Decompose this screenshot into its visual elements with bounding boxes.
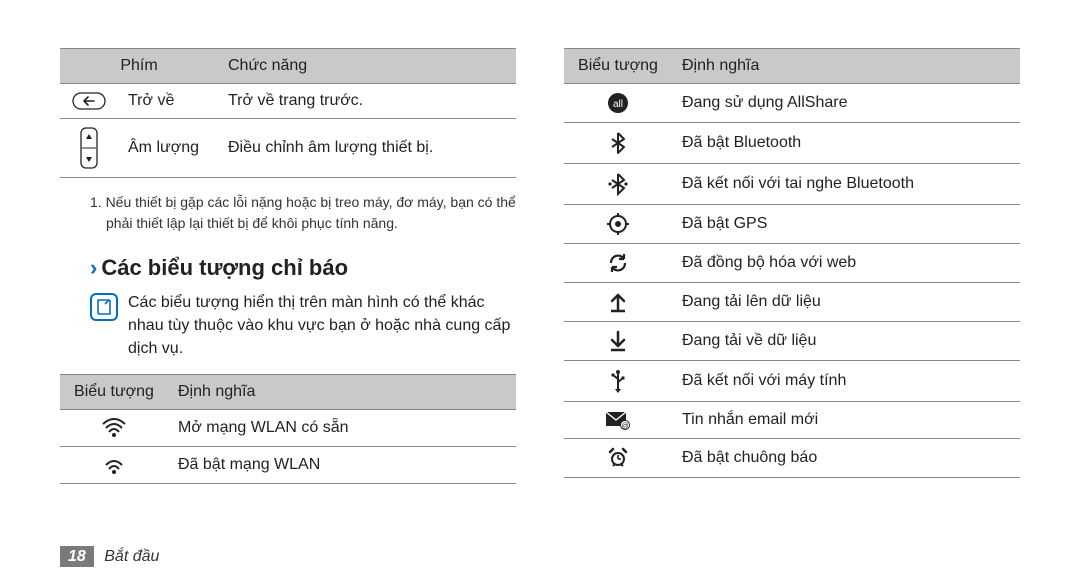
icon-def: Đã bật GPS bbox=[672, 205, 1020, 244]
table-row: @ Tin nhắn email mới bbox=[564, 402, 1020, 439]
icons-header-def: Định nghĩa bbox=[168, 375, 516, 410]
icon-def: Mở mạng WLAN có sẵn bbox=[168, 410, 516, 447]
icons-header-icon: Biểu tượng bbox=[60, 375, 168, 410]
bt-headset-icon bbox=[564, 164, 672, 205]
sync-icon bbox=[564, 244, 672, 283]
upload-icon bbox=[564, 283, 672, 322]
table-row: Đã bật mạng WLAN bbox=[60, 447, 516, 484]
icon-def: Đang sử dụng AllShare bbox=[672, 84, 1020, 123]
note: Các biểu tượng hiển thị trên màn hình có… bbox=[90, 291, 516, 361]
download-icon bbox=[564, 322, 672, 361]
footnote: 1. Nếu thiết bị gặp các lỗi nặng hoặc bị… bbox=[90, 192, 516, 233]
icon-def: Đã bật Bluetooth bbox=[672, 123, 1020, 164]
table-row: Đang tải lên dữ liệu bbox=[564, 283, 1020, 322]
icon-def: Đã bật chuông báo bbox=[672, 439, 1020, 478]
section-title: ›Các biểu tượng chỉ báo bbox=[90, 255, 516, 281]
icon-def: Đã kết nối với máy tính bbox=[672, 361, 1020, 402]
keys-header-func: Chức năng bbox=[218, 49, 516, 84]
icon-def: Đã bật mạng WLAN bbox=[168, 447, 516, 484]
left-column: Phím Chức năng Trở về Trở về trang trước… bbox=[60, 48, 516, 484]
page-footer: 18 Bắt đầu bbox=[60, 548, 159, 566]
icon-def: Đang tải về dữ liệu bbox=[672, 322, 1020, 361]
key-label: Trở về bbox=[118, 84, 218, 119]
table-row: Đang tải về dữ liệu bbox=[564, 322, 1020, 361]
svg-text:@: @ bbox=[621, 423, 628, 430]
note-icon bbox=[90, 293, 118, 321]
table-row: Âm lượng Điều chỉnh âm lượng thiết bị. bbox=[60, 119, 516, 178]
page-number: 18 bbox=[60, 546, 94, 567]
chevron-icon: › bbox=[90, 255, 97, 280]
page-content: Phím Chức năng Trở về Trở về trang trước… bbox=[0, 0, 1080, 484]
table-row: all Đang sử dụng AllShare bbox=[564, 84, 1020, 123]
table-row: Đã bật GPS bbox=[564, 205, 1020, 244]
back-key-icon bbox=[60, 84, 118, 119]
wifi-open-icon bbox=[60, 410, 168, 447]
right-column: Biểu tượng Định nghĩa all Đang sử dụng A… bbox=[564, 48, 1020, 484]
gps-icon bbox=[564, 205, 672, 244]
alarm-icon bbox=[564, 439, 672, 478]
email-new-icon: @ bbox=[564, 402, 672, 439]
key-func: Trở về trang trước. bbox=[218, 84, 516, 119]
volume-key-icon bbox=[60, 119, 118, 178]
icon-def: Đã kết nối với tai nghe Bluetooth bbox=[672, 164, 1020, 205]
table-row: Trở về Trở về trang trước. bbox=[60, 84, 516, 119]
keys-header-phim: Phím bbox=[60, 49, 218, 84]
keys-table: Phím Chức năng Trở về Trở về trang trước… bbox=[60, 48, 516, 178]
table-row: Đã đồng bộ hóa với web bbox=[564, 244, 1020, 283]
svg-text:all: all bbox=[613, 99, 623, 110]
note-text: Các biểu tượng hiển thị trên màn hình có… bbox=[128, 291, 516, 361]
icons-header-icon: Biểu tượng bbox=[564, 49, 672, 84]
key-label: Âm lượng bbox=[118, 119, 218, 178]
icon-def: Đã đồng bộ hóa với web bbox=[672, 244, 1020, 283]
table-row: Đã bật chuông báo bbox=[564, 439, 1020, 478]
bluetooth-icon bbox=[564, 123, 672, 164]
table-row: Mở mạng WLAN có sẵn bbox=[60, 410, 516, 447]
wifi-on-icon bbox=[60, 447, 168, 484]
usb-icon bbox=[564, 361, 672, 402]
footer-section: Bắt đầu bbox=[104, 548, 159, 565]
allshare-icon: all bbox=[564, 84, 672, 123]
left-icons-table: Biểu tượng Định nghĩa Mở mạng WLAN có sẵ… bbox=[60, 374, 516, 484]
right-icons-table: Biểu tượng Định nghĩa all Đang sử dụng A… bbox=[564, 48, 1020, 478]
table-row: Đã kết nối với máy tính bbox=[564, 361, 1020, 402]
icon-def: Đang tải lên dữ liệu bbox=[672, 283, 1020, 322]
table-row: Đã kết nối với tai nghe Bluetooth bbox=[564, 164, 1020, 205]
icons-header-def: Định nghĩa bbox=[672, 49, 1020, 84]
key-func: Điều chỉnh âm lượng thiết bị. bbox=[218, 119, 516, 178]
table-row: Đã bật Bluetooth bbox=[564, 123, 1020, 164]
icon-def: Tin nhắn email mới bbox=[672, 402, 1020, 439]
section-title-text: Các biểu tượng chỉ báo bbox=[101, 255, 348, 280]
